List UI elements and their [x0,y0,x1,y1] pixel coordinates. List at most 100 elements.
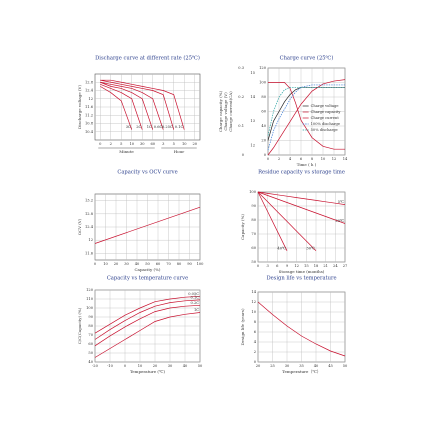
axis-label: C/C(Capacity) (%) [77,307,82,344]
x-tick-label: 18 [314,264,319,268]
x-tick-label: 25 [270,364,275,368]
series-line [94,206,201,244]
x-tick-label: 12 [294,264,299,268]
x-tick-label: 0 [124,364,127,368]
y-tick-label: 100 [86,306,94,310]
x-tick-label: 30 [285,364,290,368]
x-tick-label: 60 [156,262,161,266]
chart-title: Capacity vs OCV curve [117,170,177,176]
y-tick-label: 10 [251,310,256,314]
y-tick-label: 120 [86,288,94,292]
y-tick-label: 80 [251,218,256,222]
y-tick-label: 0.2 [238,95,244,99]
series-line [100,81,164,130]
axis-label: Time ( h ) [297,162,317,167]
y-tick-label: 12.8 [85,80,94,84]
axis-label: Discharge voltage (V) [77,85,82,129]
series-label: 3C [126,125,131,129]
y-tick-label: 2 [254,350,256,354]
x-tick-label: 30 [140,142,145,146]
x-tick-label: 50 [145,262,150,266]
y-tick-label: 11.6 [85,105,94,109]
axis-label: Design life (years) [240,308,245,346]
y-tick-label: 12.8 [85,212,94,216]
x-tick-label: 20 [256,364,261,368]
x-tick-label: 3 [267,264,270,268]
x-tick-label: 10 [321,157,326,161]
x-tick-label: 40 [135,262,140,266]
x-tick-label: 60 [150,142,155,146]
series-label: 0.1C [175,125,184,129]
y-tick-label: 6 [254,330,257,334]
axis-label: Temperature（℃） [282,369,321,374]
x-tick-label: 20 [192,142,197,146]
legend-label: Charge capacity [311,110,342,114]
y-tick-label: 12.4 [85,89,94,93]
x-tick-label: 0 [94,262,97,266]
y-tick-label: 20 [261,139,266,143]
series-line [100,83,143,130]
x-tick-label: 14 [343,157,348,161]
y-tick-label: 60 [88,342,93,346]
axis-label: Charge capacity (%) [218,90,223,132]
chart-title: Capacity vs temperature curve [107,276,188,282]
axis-label: Storage time (months) [279,269,325,274]
axis-label: Temperature (℃) [130,369,166,374]
axis-label: Capacity (%) [135,267,161,272]
y-tick-label: 0.1 [238,124,244,128]
x-tick-label: 35 [299,364,304,368]
y-tick-label: 0.3 [238,66,244,70]
x-tick-label: -10 [107,364,114,368]
series-label: 2C [136,125,141,129]
y-tick-label: 80 [88,324,93,328]
y-tick-label: 40 [261,124,266,128]
x-tick-label: 30 [124,262,129,266]
series-line [257,301,346,357]
series-line [100,81,154,130]
series-line [94,304,201,347]
x-tick-label: 0 [257,264,260,268]
series-label: 0.1C [191,295,200,299]
x-tick-label: 20 [153,364,158,368]
series-line [100,86,133,130]
y-tick-label: 70 [88,333,93,337]
y-tick-label: 50 [251,260,256,264]
x-tick-label: 0 [267,157,270,161]
y-tick-label: 90 [251,204,256,208]
y-tick-label: 0 [242,153,245,157]
y-tick-label: 10.8 [85,122,94,126]
axis-label: Charge current(CA) [228,91,233,132]
chart-title: Design life vs temperature [266,276,336,282]
series-line [267,86,345,136]
axis-label: Charge voltage (V) [223,92,228,131]
x-tick-label: 21 [323,264,328,268]
y-tick-label: 15 [250,71,255,75]
legend-label: Charge current [311,116,340,120]
y-tick-label: 50 [88,351,93,355]
y-tick-label: 14 [250,95,255,99]
x-tick-label: 12 [332,157,337,161]
x-tick-label: 4 [289,157,292,161]
series-label: 40℃ [277,246,286,250]
legend-label: 50% discharge [311,128,338,132]
y-tick-label: 11.6 [85,251,94,255]
y-tick-label: 70 [251,232,256,236]
y-tick-label: 12.4 [85,225,94,229]
series-line [267,86,345,141]
series-label: 20℃ [335,219,344,223]
series-line [267,84,345,151]
x-tick-label: 3 [162,142,165,146]
x-tick-label: 20 [114,262,119,266]
series-line [257,191,346,205]
series-label: 30℃ [306,246,315,250]
series-line [257,191,288,251]
x-tick-label: 2 [110,142,112,146]
x-tick-label: 8 [311,157,314,161]
y-tick-label: 100 [259,81,267,85]
y-tick-label: 0 [264,153,267,157]
x-tick-label: 6 [300,157,303,161]
series-line [94,295,201,334]
x-tick-label: 70 [166,262,171,266]
x-tick-label: 40 [314,364,319,368]
axis-label: OCV (V) [77,218,82,235]
